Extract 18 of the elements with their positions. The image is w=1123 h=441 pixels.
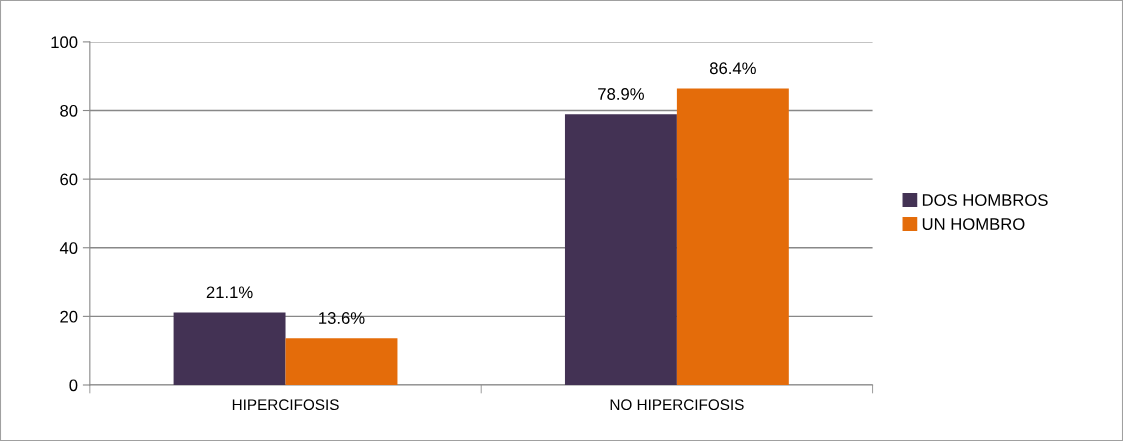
y-tick-label: 100	[51, 36, 78, 49]
y-tick-label: 80	[60, 104, 78, 117]
data-label: 21.1%	[206, 286, 253, 299]
data-label: 78.9%	[598, 88, 644, 100]
y-tick-label: 20	[60, 310, 78, 323]
legend-label: UN HOMBRO	[922, 218, 1025, 230]
x-tick-label: HIPERCIFOSIS	[232, 399, 339, 411]
data-label: 86.4%	[709, 62, 756, 75]
legend-label: DOS HOMBROS	[922, 194, 1048, 206]
y-tick-label: 40	[59, 242, 78, 254]
data-label: 13.6%	[319, 312, 365, 324]
y-tick-label: 0	[69, 379, 78, 392]
bar	[173, 312, 286, 385]
bar	[285, 338, 398, 385]
x-tick-label: NO HIPERCIFOSIS	[610, 399, 744, 411]
y-tick-label: 60	[60, 173, 78, 186]
bar	[564, 114, 677, 385]
bar	[676, 88, 789, 385]
